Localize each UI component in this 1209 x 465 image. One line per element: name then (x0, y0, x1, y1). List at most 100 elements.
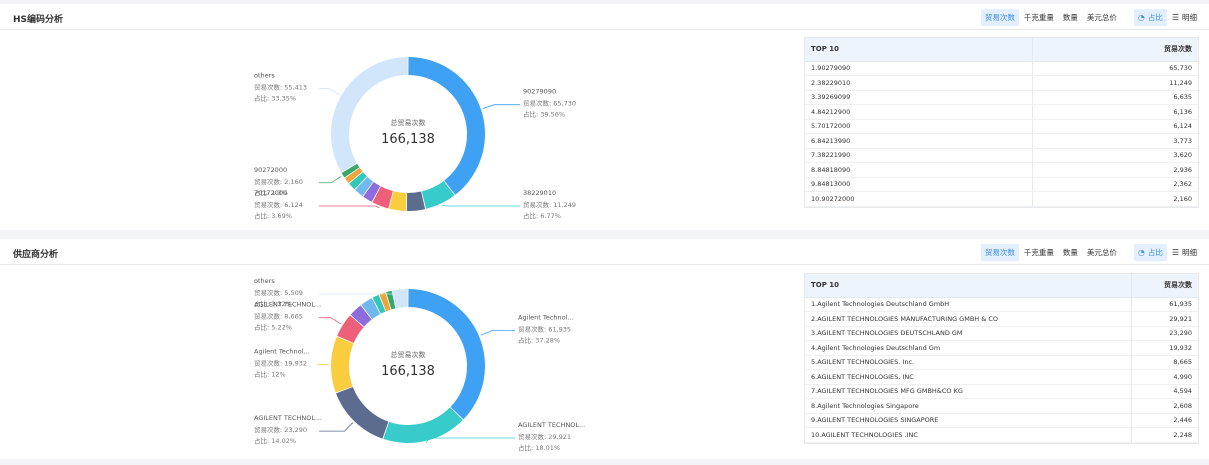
callout-share: 占比: 14.02% (254, 436, 296, 445)
callout-leader-line (319, 176, 341, 182)
callout-count: 贸易次数: 61,935 (518, 325, 571, 334)
table-cell-name: 1.Agilent Technologies Deutschland GmbH (805, 297, 1132, 312)
view-detail-label: 明细 (1182, 244, 1197, 261)
panel-header: HS编码分析 贸易次数 千克重量 数量 美元总价 ◔ 占比 ☰ 明细 (0, 4, 1209, 30)
metric-quantity-button[interactable]: 数量 (1059, 244, 1082, 261)
table-cell-name: 6.AGILENT TECHNOLOGIES, INC (805, 370, 1132, 385)
col-trade-count-header: 贸易次数 (1132, 274, 1198, 297)
view-detail-button[interactable]: ☰ 明细 (1168, 9, 1201, 26)
callout-count: 贸易次数: 8,665 (254, 312, 303, 321)
table-cell-name: 10.AGILENT TECHNOLOGIES .INC (805, 428, 1132, 443)
view-share-button[interactable]: ◔ 占比 (1134, 244, 1167, 261)
callout-name: 70172000 (254, 189, 287, 197)
callout-count: 贸易次数: 19,932 (254, 358, 307, 367)
toolbar: 贸易次数 千克重量 数量 美元总价 ◔ 占比 ☰ 明细 (980, 244, 1201, 261)
pie-icon: ◔ (1138, 244, 1145, 261)
metric-usd-total-button[interactable]: 美元总价 (1083, 244, 1121, 261)
callout-leader-line (426, 438, 515, 443)
callout-leader-line (319, 206, 380, 208)
table-cell-count: 6,136 (1033, 105, 1198, 120)
table-cell-name: 9.AGILENT TECHNOLOGIES SINGAPORE (805, 413, 1132, 428)
toolbar: 贸易次数 千克重量 数量 美元总价 ◔ 占比 ☰ 明细 (980, 9, 1201, 26)
view-share-button[interactable]: ◔ 占比 (1134, 9, 1167, 26)
table-cell-name: 4.84212900 (805, 105, 1033, 120)
callout-share: 占比: 18.01% (518, 443, 560, 452)
table-cell-name: 4.Agilent Technologies Deutschland Gm (805, 341, 1132, 356)
callout-leader-line (319, 318, 341, 324)
callout-leader-line (319, 423, 353, 432)
table-cell-count: 23,290 (1132, 326, 1198, 341)
callout-count: 贸易次数: 5,509 (254, 288, 303, 297)
table-cell-name: 10.90272000 (805, 192, 1033, 207)
table-cell-name: 9.84813000 (805, 177, 1033, 192)
table-cell-name: 5.AGILENT TECHNOLOGIES. Inc. (805, 355, 1132, 370)
center-value: 166,138 (381, 364, 435, 379)
table-cell-count: 2,160 (1033, 192, 1198, 207)
table-cell-count: 11,249 (1033, 76, 1198, 91)
callout-count: 贸易次数: 11,249 (523, 200, 576, 209)
metric-weight-kg-button[interactable]: 千克重量 (1020, 9, 1058, 26)
callout-leader-line (483, 105, 520, 109)
table-cell-count: 4,990 (1132, 370, 1198, 385)
metric-trade-count-button[interactable]: 贸易次数 (981, 244, 1019, 261)
table-cell-count: 61,935 (1132, 297, 1198, 312)
callout-leader-line (481, 331, 515, 336)
table-cell-count: 8,665 (1132, 355, 1198, 370)
table-header-row: TOP 10 贸易次数 (805, 274, 1198, 297)
table-cell-name: 1.90279090 (805, 61, 1033, 76)
callout-name: others (254, 277, 275, 285)
callout-name: 90279090 (523, 88, 556, 96)
view-share-label: 占比 (1148, 9, 1163, 26)
callout-name: Agilent Technol... (254, 347, 310, 355)
callout-leader-line (442, 205, 520, 206)
table-cell-count: 3,620 (1033, 148, 1198, 163)
callout-name: AGILENT TECHNOL... (254, 414, 321, 422)
col-trade-count-header: 贸易次数 (1033, 38, 1198, 61)
donut-slice[interactable] (393, 289, 408, 308)
table-row: 2.AGILENT TECHNOLOGIES MANUFACTURING GMB… (805, 312, 1198, 327)
donut-slice[interactable] (331, 337, 353, 393)
table-cell-count: 2,446 (1132, 413, 1198, 428)
table-cell-name: 8.Agilent Technologies Singapore (805, 399, 1132, 414)
hs-code-analysis-panel: HS编码分析 贸易次数 千克重量 数量 美元总价 ◔ 占比 ☰ 明细 总贸易次数… (0, 4, 1209, 230)
table-cell-count: 2,936 (1033, 163, 1198, 178)
callout-count: 贸易次数: 6,124 (254, 200, 303, 209)
view-detail-button[interactable]: ☰ 明细 (1168, 244, 1201, 261)
donut-slice[interactable] (407, 192, 425, 211)
callout-count: 贸易次数: 2,160 (254, 177, 303, 186)
table-cell-name: 6.84213990 (805, 134, 1033, 149)
table-cell-count: 2,362 (1033, 177, 1198, 192)
table-cell-count: 4,594 (1132, 384, 1198, 399)
table-cell-count: 65,730 (1033, 61, 1198, 76)
panel-header: 供应商分析 贸易次数 千克重量 数量 美元总价 ◔ 占比 ☰ 明细 (0, 239, 1209, 265)
list-icon: ☰ (1172, 244, 1179, 261)
callout-name: 38229010 (523, 189, 556, 197)
table-cell-count: 3,773 (1033, 134, 1198, 149)
donut-slice[interactable] (331, 57, 408, 172)
callout-count: 贸易次数: 65,730 (523, 99, 576, 108)
panel-title: 供应商分析 (13, 247, 58, 260)
metric-usd-total-button[interactable]: 美元总价 (1083, 9, 1121, 26)
metric-quantity-button[interactable]: 数量 (1059, 9, 1082, 26)
callout-share: 占比: 5.22% (254, 323, 292, 332)
metric-trade-count-button[interactable]: 贸易次数 (981, 9, 1019, 26)
callout-count: 贸易次数: 23,290 (254, 425, 307, 434)
table-cell-name: 3.AGILENT TECHNOLOGIES DEUTSCHLAND GM (805, 326, 1132, 341)
callout-count: 贸易次数: 55,413 (254, 83, 307, 92)
callout-count: 贸易次数: 29,921 (518, 432, 571, 441)
callout-name: AGILENT TECHNOL... (518, 421, 585, 429)
metric-weight-kg-button[interactable]: 千克重量 (1020, 244, 1058, 261)
table-cell-name: 8.84818090 (805, 163, 1033, 178)
